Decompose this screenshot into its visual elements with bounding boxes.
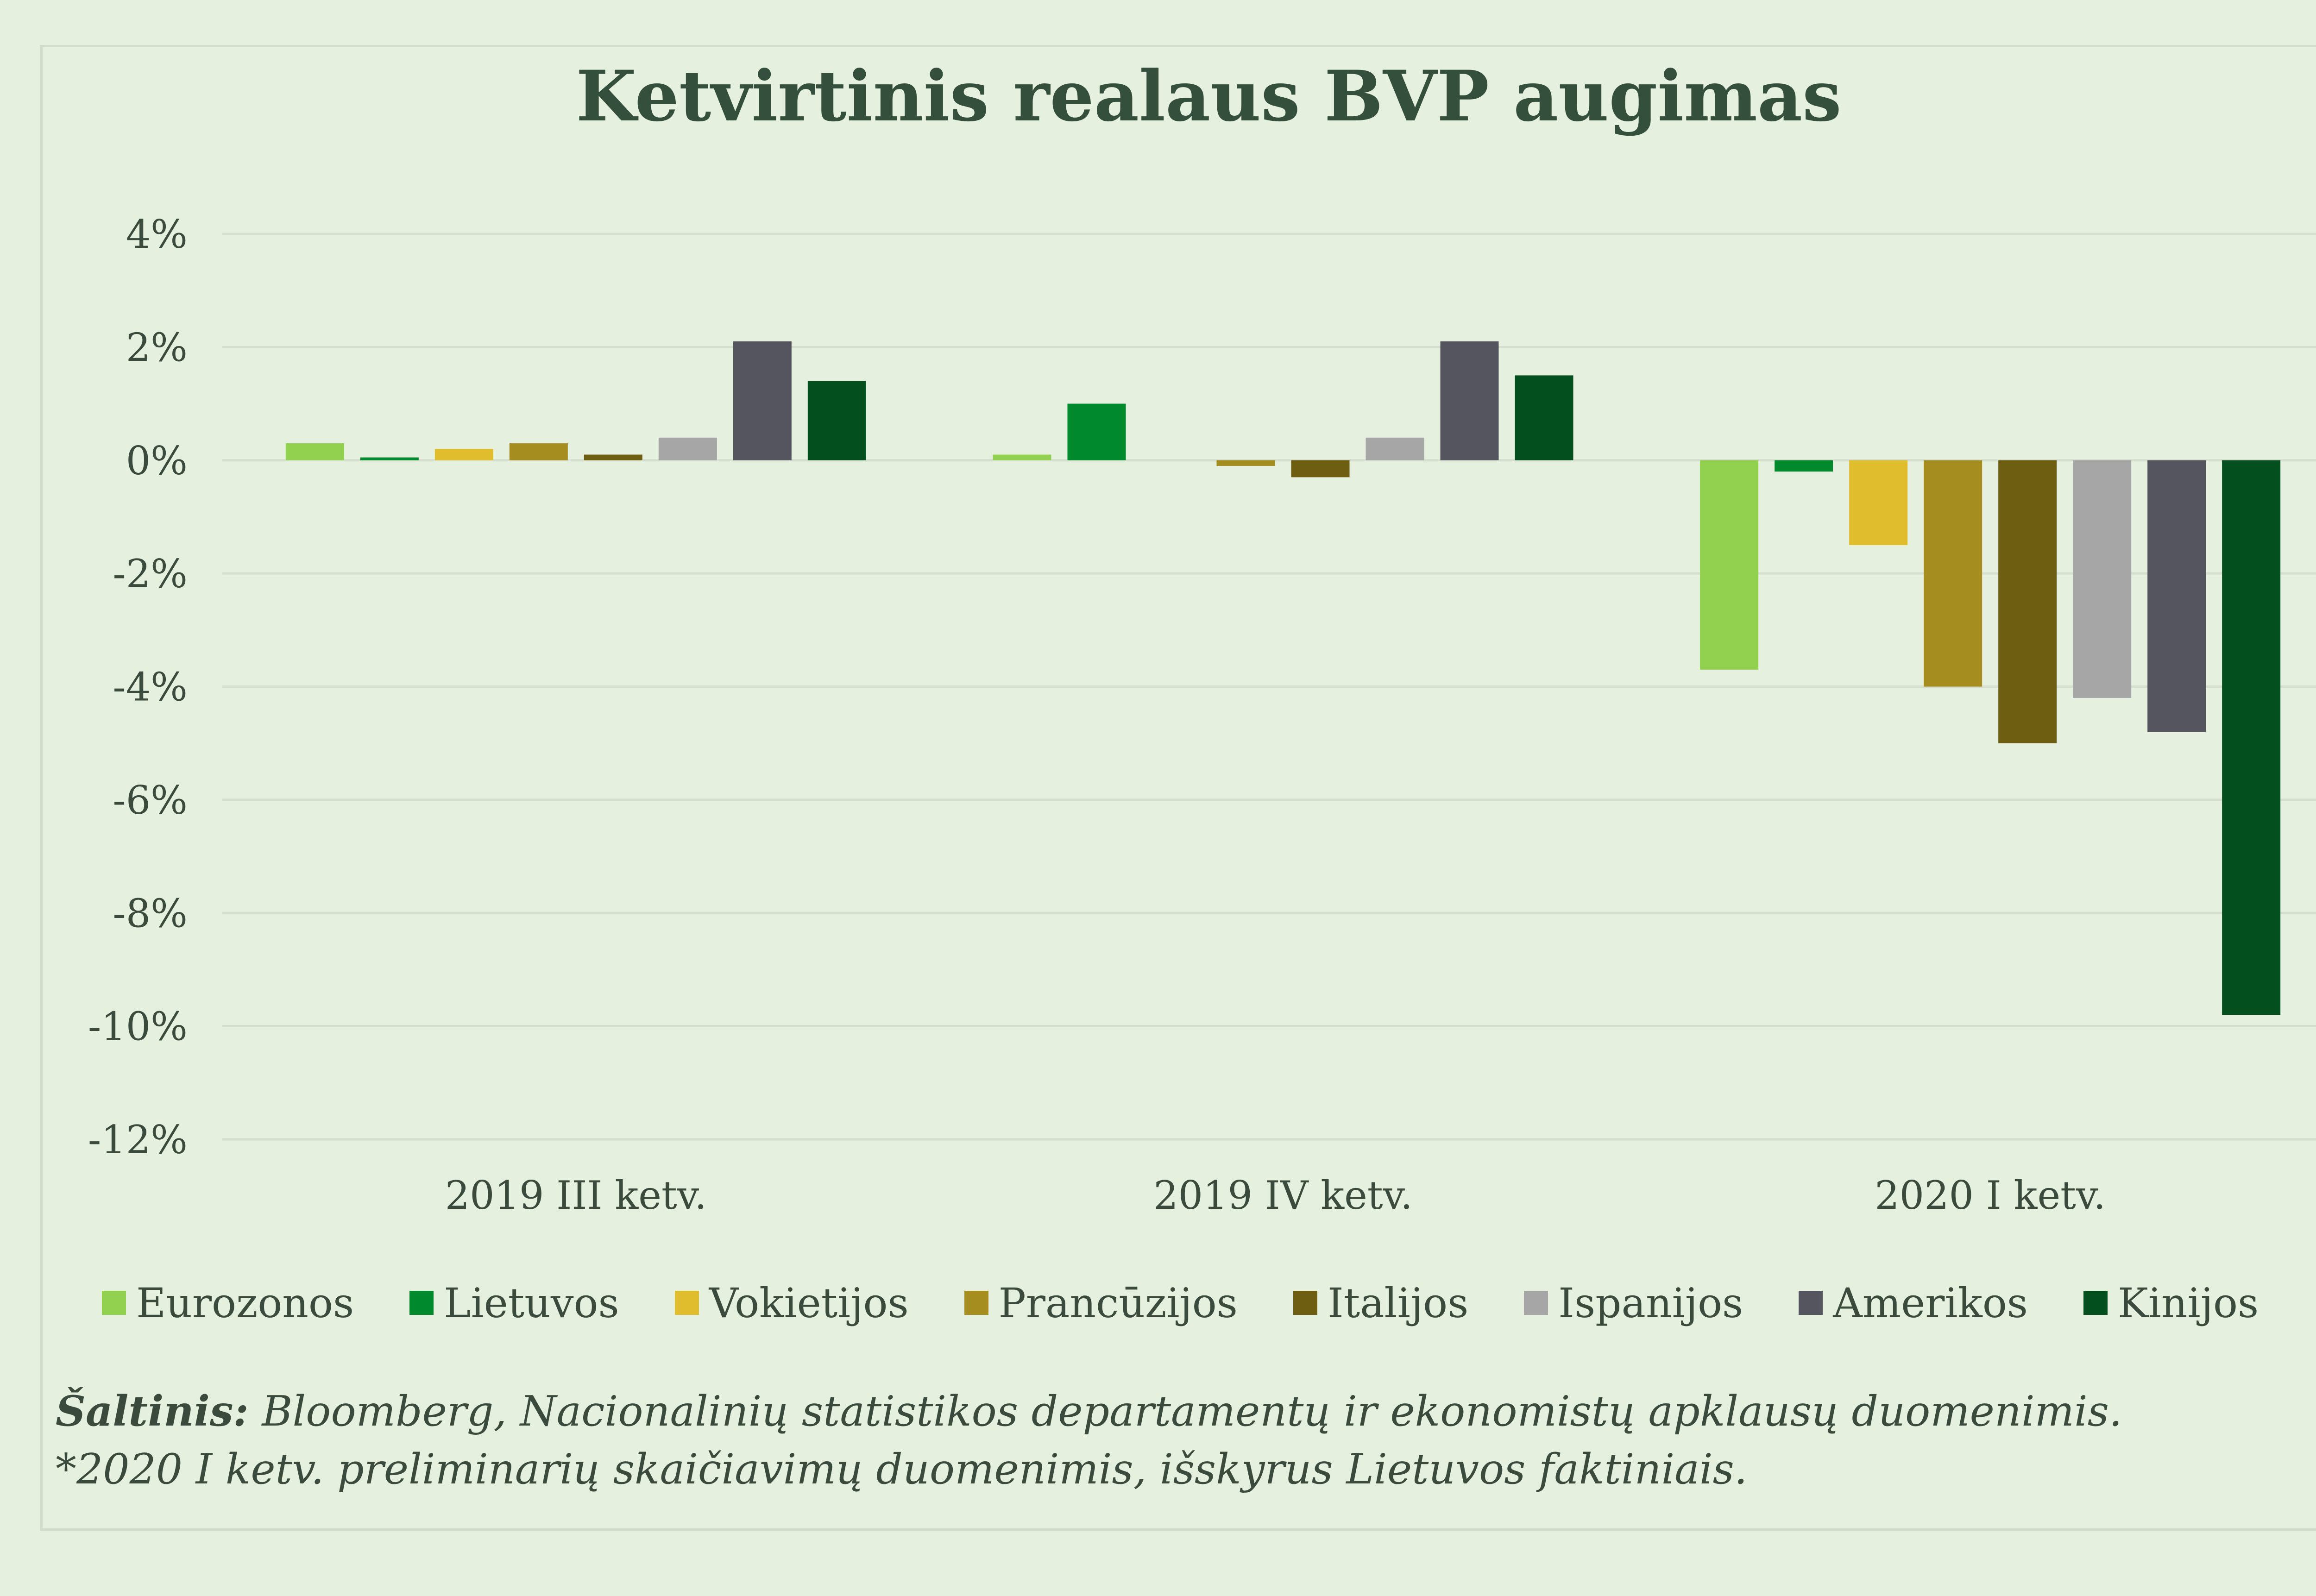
bar-ispanijos	[1366, 437, 1424, 460]
bar-ispanijos	[2073, 460, 2132, 698]
bar-prancūzijos	[1924, 460, 1982, 687]
source-footnote: *2020 I ketv. preliminarių skaičiavimų d…	[56, 1445, 1748, 1494]
x-category-label: 2019 IV ketv.	[1153, 1173, 1413, 1218]
chart-frame	[40, 45, 2316, 1531]
y-tick-label: 4%	[126, 212, 188, 257]
legend-swatch	[1799, 1291, 1823, 1315]
legend-item: Prancūzijos	[964, 1279, 1238, 1327]
bar-lietuvos	[1067, 403, 1126, 460]
legend-item: Kinijos	[2083, 1279, 2259, 1327]
bar-ispanijos	[658, 437, 717, 460]
y-tick-label: 0%	[126, 438, 188, 484]
bar-vokietijos	[1849, 460, 1908, 546]
bar-kinijos	[1515, 375, 1573, 460]
gridlines	[222, 232, 2316, 1141]
bars	[285, 341, 2281, 1015]
legend-label: Ispanijos	[1558, 1279, 1743, 1327]
source-note: Šaltinis: Bloomberg, Nacionalinių statis…	[56, 1382, 2316, 1498]
source-text: Bloomberg, Nacionalinių statistikos depa…	[248, 1387, 2122, 1436]
bar-amerikos	[1440, 341, 1499, 460]
bar-eurozonos	[1700, 460, 1759, 670]
y-tick-label: -10%	[88, 1004, 188, 1049]
bar-lietuvos	[1775, 460, 1833, 472]
y-tick-label: -6%	[113, 778, 188, 823]
bar-lietuvos	[360, 457, 419, 460]
bar-italijos	[584, 454, 642, 460]
legend-label: Amerikos	[1833, 1279, 2028, 1327]
x-category-label: 2020 I ketv.	[1875, 1173, 2106, 1218]
y-tick-label: -4%	[113, 665, 188, 710]
bar-prancūzijos	[1216, 460, 1275, 466]
x-category-label: 2019 III ketv.	[445, 1173, 707, 1218]
bar-eurozonos	[285, 443, 344, 460]
legend-swatch	[2083, 1291, 2108, 1315]
bar-amerikos	[2147, 460, 2206, 732]
source-label: Šaltinis:	[56, 1387, 249, 1436]
chart-title: Ketvirtinis realaus BVP augimas	[576, 56, 1842, 137]
legend-label: Eurozonos	[136, 1279, 354, 1327]
legend-swatch	[1524, 1291, 1548, 1315]
y-tick-label: 2%	[126, 325, 188, 370]
legend-label: Prancūzijos	[998, 1279, 1238, 1327]
legend-label: Kinijos	[2117, 1279, 2259, 1327]
legend-swatch	[674, 1291, 699, 1315]
legend-swatch	[409, 1291, 434, 1315]
legend-item: Lietuvos	[409, 1279, 619, 1327]
bar-eurozonos	[993, 454, 1051, 460]
legend: Eurozonos Lietuvos Vokietijos Prancūzijos It…	[102, 1277, 2259, 1328]
legend-item: Vokietijos	[674, 1279, 909, 1327]
bar-kinijos	[2222, 460, 2281, 1015]
legend-item: Amerikos	[1799, 1279, 2028, 1327]
plot-area: 4% 2% 0% -2% -4% -6% -8% -10% -12% 2019 III ketv…	[88, 212, 2316, 1218]
legend-swatch	[1293, 1291, 1317, 1315]
legend-item: Italijos	[1293, 1279, 1468, 1327]
legend-item: Eurozonos	[102, 1279, 354, 1327]
legend-item: Ispanijos	[1524, 1279, 1743, 1327]
y-axis-ticks: 4% 2% 0% -2% -4% -6% -8% -10% -12%	[88, 212, 188, 1162]
bar-amerikos	[733, 341, 792, 460]
legend-label: Italijos	[1327, 1279, 1469, 1327]
legend-label: Vokietijos	[709, 1279, 909, 1327]
legend-swatch	[964, 1291, 988, 1315]
bar-prancūzijos	[509, 443, 568, 460]
y-tick-label: -12%	[88, 1117, 188, 1162]
bar-italijos	[1998, 460, 2057, 743]
bar-vokietijos	[434, 449, 493, 460]
x-axis-categories: 2019 III ketv. 2019 IV ketv. 2020 I ketv.	[445, 1173, 2106, 1218]
bar-italijos	[1291, 460, 1350, 478]
y-tick-label: -2%	[113, 551, 188, 597]
legend-swatch	[102, 1291, 126, 1315]
legend-label: Lietuvos	[444, 1279, 619, 1327]
y-tick-label: -8%	[113, 891, 188, 936]
bar-kinijos	[807, 381, 866, 460]
